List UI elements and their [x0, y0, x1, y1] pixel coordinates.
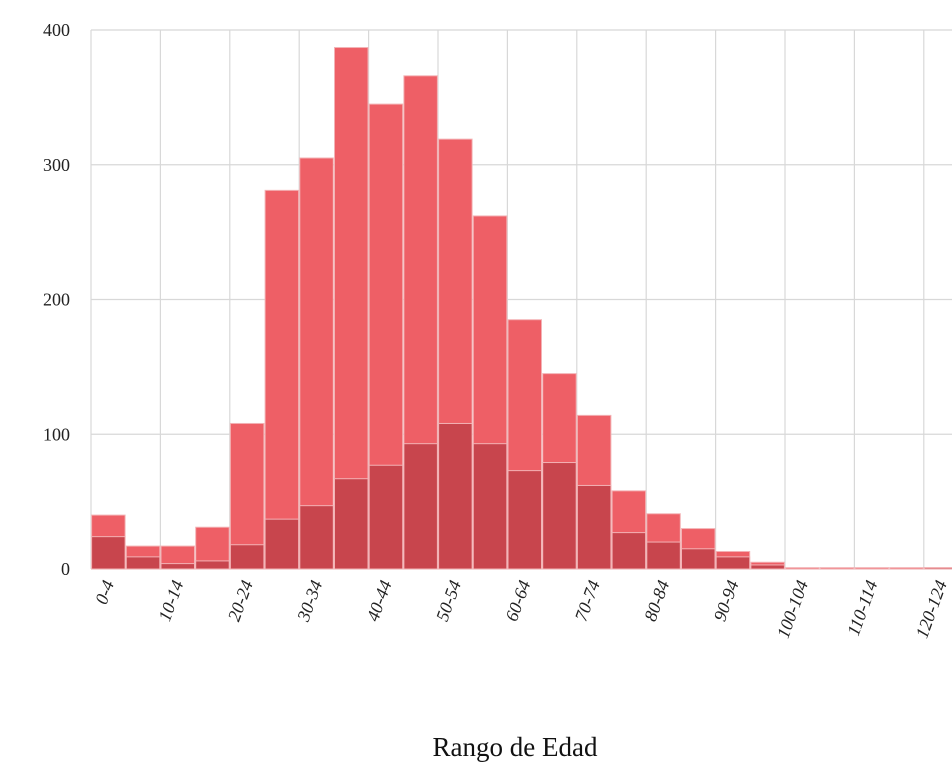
x-tick-label: 100-104 — [773, 578, 812, 641]
bar-series-1-105-109 — [819, 567, 855, 570]
bar-series-1-100-104 — [785, 567, 820, 570]
x-tick-label: 50-54 — [432, 578, 465, 624]
bar-series-2-75-79 — [611, 532, 647, 570]
x-tick-label: 10-14 — [154, 578, 187, 624]
x-tick-label: 110-114 — [843, 578, 881, 639]
y-axis-ticks: 0 100 200 300 400 — [43, 20, 70, 579]
bar-series-2-5-9 — [125, 556, 161, 570]
x-tick-label: 40-44 — [363, 578, 396, 624]
x-tick-label: 20-24 — [224, 578, 257, 624]
x-tick-label: 30-34 — [293, 578, 327, 625]
x-tick-label: 80-84 — [640, 578, 673, 624]
bar-series-2-95-99 — [750, 564, 785, 570]
bar-series-2-40-44 — [368, 464, 404, 570]
bar-series-2-50-54 — [438, 422, 473, 570]
y-tick-label: 200 — [43, 290, 70, 310]
bar-series-2-10-14 — [160, 563, 195, 570]
x-tick-label: 120-124 — [912, 578, 951, 641]
grid-lines — [90, 29, 952, 570]
y-tick-label: 400 — [43, 20, 70, 40]
bar-series-1-115-119 — [889, 567, 924, 570]
bar-series-2-120-124 — [923, 567, 952, 570]
bar-series-2-15-19 — [195, 560, 230, 570]
bar-series-1-30-34 — [299, 157, 334, 570]
bar-series-1-25-29 — [264, 189, 300, 570]
y-tick-label: 0 — [61, 559, 70, 579]
bar-series-2-55-59 — [472, 443, 508, 570]
x-axis-ticks: 0-4 10-14 20-24 30-34 40-44 50-54 60-64 70-74 80… — [91, 578, 951, 641]
bar-series-2-60-64 — [507, 470, 542, 570]
bar-series-2-0-4 — [91, 536, 126, 570]
bar-series-2-35-39 — [334, 478, 369, 570]
x-tick-label: 60-64 — [501, 578, 534, 624]
x-axis-label: Rango de Edad — [433, 732, 598, 762]
bars — [91, 47, 952, 570]
bar-series-2-45-49 — [403, 443, 438, 570]
bar-series-2-85-89 — [681, 548, 716, 570]
bar-series-2-90-94 — [715, 556, 751, 570]
bar-series-2-80-84 — [646, 541, 681, 570]
bar-series-2-65-69 — [542, 462, 577, 570]
bar-series-2-70-74 — [576, 484, 612, 570]
y-tick-label: 300 — [43, 155, 70, 175]
bar-series-2-30-34 — [299, 505, 334, 570]
x-tick-label: 90-94 — [710, 578, 743, 624]
x-tick-label: 70-74 — [571, 578, 604, 624]
bar-series-1-110-114 — [854, 567, 889, 570]
bar-series-2-20-24 — [229, 544, 265, 570]
y-tick-label: 100 — [43, 424, 70, 444]
x-tick-label: 0-4 — [91, 578, 118, 607]
bar-series-2-25-29 — [264, 518, 300, 570]
